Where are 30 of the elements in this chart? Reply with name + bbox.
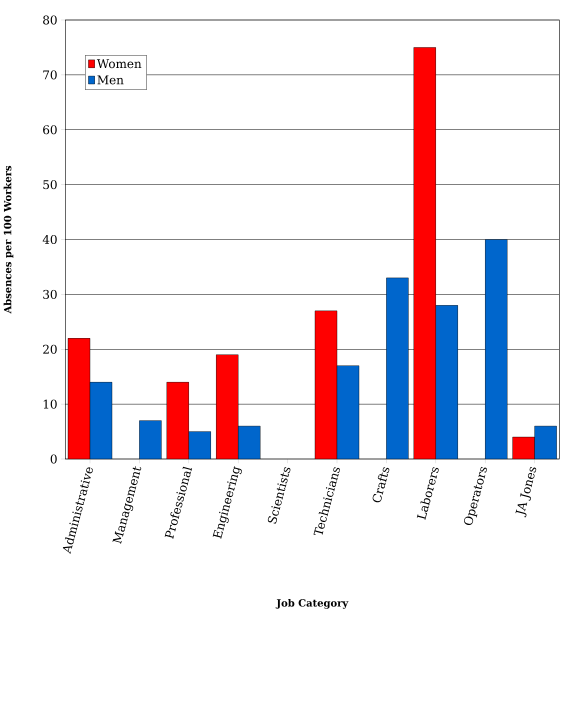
y-tick-label: 10 xyxy=(44,400,57,409)
bar xyxy=(68,338,90,459)
bar xyxy=(386,278,409,459)
y-tick-label: 0 xyxy=(50,454,57,464)
bar xyxy=(216,354,238,459)
y-tick-label: 70 xyxy=(43,70,57,80)
bar xyxy=(139,420,162,459)
bar xyxy=(188,431,211,459)
bar xyxy=(414,47,436,459)
legend-label: Men xyxy=(97,75,124,84)
bar xyxy=(314,310,338,459)
bar xyxy=(436,305,458,459)
bar xyxy=(534,426,557,459)
x-tick-label: Crafts xyxy=(372,467,390,502)
bar xyxy=(336,366,360,459)
bar xyxy=(90,382,112,459)
bar xyxy=(512,436,535,459)
y-tick-label: 40 xyxy=(42,234,57,244)
x-tick-label: JA Jones xyxy=(515,466,536,518)
y-axis-title: Absences per 100 Workers xyxy=(4,166,14,314)
y-tick-label: 50 xyxy=(43,180,57,190)
x-axis-title: Job Category xyxy=(276,598,348,609)
y-tick-label: 60 xyxy=(43,125,57,134)
bar xyxy=(166,382,189,459)
bar xyxy=(485,239,508,459)
bar xyxy=(238,426,260,459)
legend-label: Women xyxy=(96,59,142,68)
y-tick-label: 30 xyxy=(43,290,57,299)
y-tick-label: 80 xyxy=(43,15,57,25)
y-tick-label: 20 xyxy=(43,344,57,354)
